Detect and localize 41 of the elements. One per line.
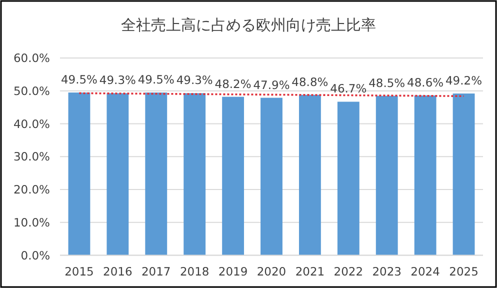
data-label: 48.6% [407, 75, 444, 90]
y-tick-label: 50.0% [13, 84, 50, 98]
x-tick-label: 2017 [141, 264, 171, 278]
x-tick-label: 2019 [218, 264, 248, 278]
x-tick-label: 2024 [410, 264, 440, 278]
y-tick-label: 0.0% [20, 248, 50, 262]
y-tick-label: 30.0% [13, 150, 50, 164]
bar [260, 98, 282, 256]
bar [68, 92, 90, 256]
x-tick-label: 2015 [64, 264, 94, 278]
data-label: 48.2% [214, 76, 252, 91]
bar [376, 96, 398, 256]
data-label: 49.5% [138, 72, 174, 87]
data-label: 49.2% [446, 74, 482, 88]
data-label: 46.7% [330, 82, 367, 96]
data-label: 47.9% [253, 78, 290, 92]
bar [414, 95, 436, 256]
y-tick-label: 10.0% [13, 215, 50, 230]
data-label: 48.8% [292, 74, 328, 89]
bar [452, 94, 475, 256]
bar [106, 93, 129, 256]
x-tick-label: 2018 [180, 264, 210, 278]
x-tick-label: 2020 [256, 264, 286, 278]
bar [184, 93, 206, 256]
bar [222, 96, 244, 256]
y-tick-label: 60.0% [13, 51, 50, 65]
x-tick-label: 2016 [103, 264, 132, 278]
data-label: 49.3% [176, 73, 213, 88]
y-tick-label: 20.0% [13, 182, 50, 197]
chart-title: 全社売上高に占める欧州向け売上比率 [121, 16, 376, 34]
data-label: 49.5% [60, 72, 98, 87]
x-tick-label: 2023 [372, 264, 402, 278]
data-label: 48.5% [368, 76, 406, 90]
x-tick-label: 2021 [295, 264, 325, 278]
bar [298, 94, 321, 256]
x-tick-label: 2022 [334, 264, 364, 278]
y-tick-label: 40.0% [13, 116, 50, 131]
bar [145, 92, 168, 256]
data-label: 49.3% [99, 73, 136, 88]
x-tick-label: 2025 [449, 264, 478, 278]
bar [337, 102, 360, 256]
